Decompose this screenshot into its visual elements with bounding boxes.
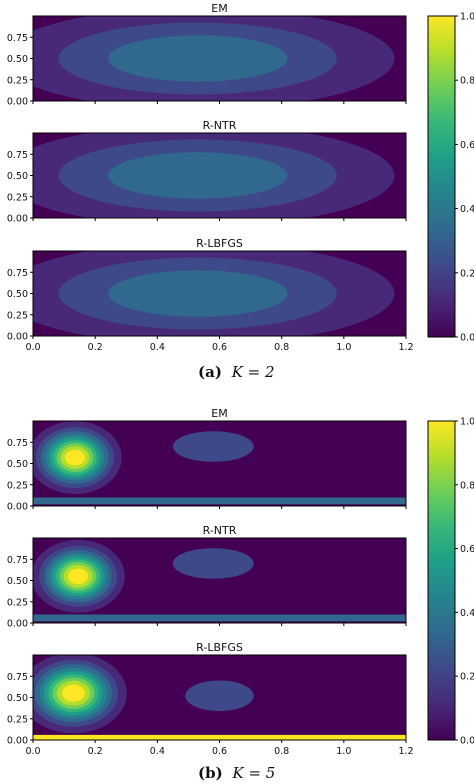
- caption-b-text: K = 5: [231, 764, 275, 782]
- contour-level: [64, 449, 85, 466]
- y-tick-label: 0.25: [7, 597, 28, 608]
- contour-level: [108, 152, 288, 199]
- colorbar-gradient: [427, 15, 456, 338]
- panel-title: EM: [211, 407, 227, 420]
- contour-level: [61, 684, 85, 702]
- caption-a-text: K = 2: [231, 363, 275, 381]
- contour-level: [108, 35, 288, 82]
- panel-a-r-ntr: R-NTR 0.00 0.25 0.50 0.75: [7, 119, 407, 225]
- contour-level: [108, 270, 288, 317]
- y-tick-label: 0.75: [7, 555, 28, 566]
- y-tick-label: 0.00: [7, 332, 28, 343]
- contour-blob: [172, 548, 254, 579]
- y-tick-label: 0.75: [7, 438, 28, 449]
- y-tick-label: 0.50: [7, 289, 28, 300]
- colorbar-tick-label: 0.8: [460, 480, 474, 491]
- colorbar-tick-label: 0.6: [460, 544, 474, 555]
- colorbar-tick-label: 0.4: [460, 608, 474, 619]
- contour-band: [33, 497, 406, 505]
- y-tick-label: 0.75: [7, 268, 28, 279]
- contour-band: [33, 614, 406, 622]
- x-tick-label: 0.4: [150, 746, 165, 757]
- x-tick-label: 1.0: [336, 746, 351, 757]
- contour-band: [33, 734, 406, 740]
- y-tick-label: 0.25: [7, 480, 28, 491]
- colorbar-tick-label: 0.0: [460, 736, 474, 747]
- caption-b-label: (b): [198, 764, 223, 782]
- panel-b-r-lbfgs: R-LBFGS 0.00 0.25 0.50 0.75 0.0 0.2 0.4 0.6 0.8 1.…: [7, 641, 414, 757]
- colorbar-tick-label: 0.2: [460, 672, 474, 683]
- y-tick-label: 0.00: [7, 214, 28, 225]
- panel-title: R-NTR: [203, 524, 237, 537]
- panel-a-r-lbfgs: R-LBFGS 0.00 0.25 0.50 0.75 0.0 0.2 0.4 0.6 0.8 1.…: [7, 237, 414, 353]
- y-tick-label: 0.75: [7, 672, 28, 683]
- contour-level: [68, 568, 89, 585]
- y-tick-label: 0.25: [7, 75, 28, 86]
- y-tick-label: 0.00: [7, 736, 28, 747]
- panel-title: R-LBFGS: [196, 237, 243, 250]
- y-tick-label: 0.50: [7, 171, 28, 182]
- y-tick-label: 0.50: [7, 459, 28, 470]
- x-tick-label: 0.2: [88, 342, 103, 353]
- x-tick-label: 1.0: [336, 342, 351, 353]
- panel-title: R-LBFGS: [196, 641, 243, 654]
- panel-title: EM: [211, 2, 227, 15]
- y-tick-label: 0.50: [7, 693, 28, 704]
- panel-a-em: EM 0.00 0.25 0.50 0.75: [7, 2, 407, 108]
- x-tick-label: 0.2: [88, 746, 103, 757]
- x-tick-label: 0.4: [150, 342, 165, 353]
- x-tick-label: 0.0: [25, 746, 40, 757]
- panel-b-r-ntr: R-NTR 0.00 0.25 0.50 0.75: [7, 524, 407, 630]
- x-tick-label: 0.0: [25, 342, 40, 353]
- contour-blob: [172, 431, 254, 462]
- y-tick-label: 0.00: [7, 619, 28, 630]
- y-tick-label: 0.75: [7, 33, 28, 44]
- y-tick-label: 0.00: [7, 97, 28, 108]
- colorbar-tick-label: 1.0: [460, 12, 474, 23]
- x-tick-label: 1.2: [398, 746, 413, 757]
- contour-blob: [185, 680, 254, 712]
- y-tick-label: 0.25: [7, 192, 28, 203]
- colorbar-gradient: [427, 420, 456, 741]
- colorbar-tick-label: 0.4: [460, 204, 474, 215]
- x-tick-label: 0.6: [212, 342, 227, 353]
- colorbar-tick-label: 0.0: [460, 333, 474, 344]
- panel-b-em: EM 0.00 0.25 0.50 0.75: [7, 407, 407, 513]
- caption-a-label: (a): [198, 363, 222, 381]
- colorbar-tick-label: 0.2: [460, 268, 474, 279]
- panel-title: R-NTR: [203, 119, 237, 132]
- colorbar-tick-label: 0.8: [460, 76, 474, 87]
- colorbar-tick-label: 1.0: [460, 417, 474, 428]
- colorbars-layer: 0.0 0.2 0.4 0.6 0.8 1.0 0.0 0.2 0.4 0.6 0.8 1.0: [427, 12, 474, 747]
- x-tick-label: 0.8: [274, 342, 289, 353]
- colorbar-a: 0.0 0.2 0.4 0.6 0.8 1.0: [427, 12, 474, 344]
- panels-layer: EM0.000.250.500.75R-NTR0.000.250.500.75R…: [7, 2, 414, 757]
- y-tick-label: 0.25: [7, 310, 28, 321]
- y-tick-label: 0.00: [7, 502, 28, 513]
- y-tick-label: 0.25: [7, 714, 28, 725]
- x-tick-label: 0.6: [212, 746, 227, 757]
- y-tick-label: 0.75: [7, 150, 28, 161]
- colorbar-b: 0.0 0.2 0.4 0.6 0.8 1.0: [427, 417, 474, 747]
- y-tick-label: 0.50: [7, 54, 28, 65]
- x-tick-label: 0.8: [274, 746, 289, 757]
- caption-b: (b) K = 5: [198, 764, 275, 782]
- x-tick-label: 1.2: [398, 342, 413, 353]
- caption-a: (a) K = 2: [198, 363, 275, 381]
- y-tick-label: 0.50: [7, 576, 28, 587]
- colorbar-tick-label: 0.6: [460, 140, 474, 151]
